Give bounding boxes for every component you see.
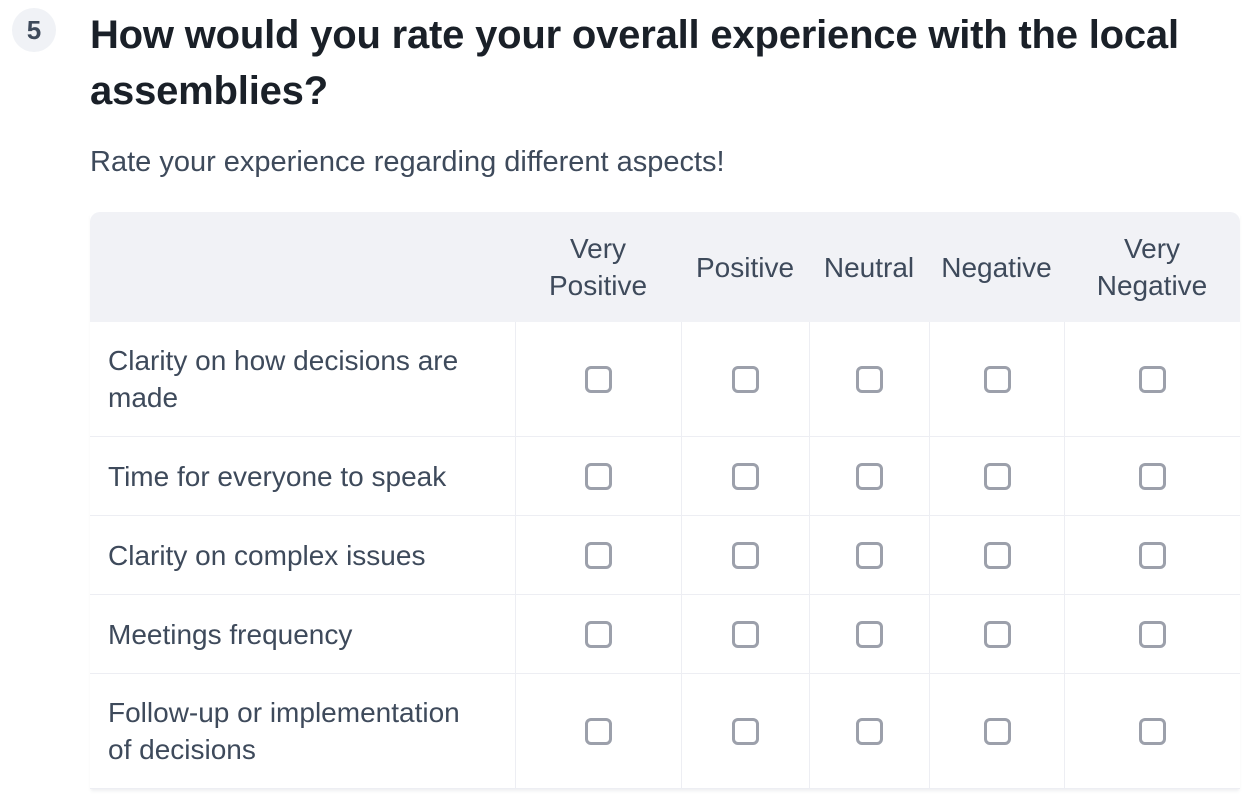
matrix-header-empty-cell	[90, 212, 515, 322]
matrix-checkbox[interactable]	[983, 717, 1011, 745]
matrix-column-header: Neutral	[823, 251, 915, 283]
matrix-cell	[1064, 322, 1240, 436]
matrix-checkbox[interactable]	[732, 620, 759, 648]
matrix-cell	[809, 595, 929, 673]
rating-matrix: Very Positive Positive Neutral Negative Very…	[90, 212, 1240, 789]
matrix-cell	[1064, 516, 1240, 594]
matrix-checkbox[interactable]	[1139, 620, 1166, 648]
matrix-checkbox[interactable]	[585, 717, 612, 745]
matrix-cell	[929, 516, 1064, 594]
matrix-checkbox[interactable]	[732, 717, 759, 745]
matrix-checkbox[interactable]	[856, 620, 883, 648]
matrix-checkbox[interactable]	[983, 365, 1011, 393]
matrix-checkbox[interactable]	[856, 717, 883, 745]
matrix-row: Clarity on how decisions are made	[90, 322, 1240, 437]
matrix-checkbox[interactable]	[732, 365, 759, 393]
matrix-checkbox[interactable]	[1139, 717, 1166, 745]
matrix-cell	[515, 322, 681, 436]
matrix-row-label: Follow-up or implementation of decisions	[108, 697, 460, 765]
matrix-cell	[929, 595, 1064, 673]
matrix-cell	[681, 437, 809, 515]
matrix-cell	[929, 322, 1064, 436]
matrix-checkbox[interactable]	[585, 620, 612, 648]
question-title: How would you rate your overall experien…	[90, 13, 1179, 113]
matrix-row-label: Meetings frequency	[108, 618, 353, 650]
matrix-row: Time for everyone to speak	[90, 437, 1240, 516]
matrix-cell	[515, 595, 681, 673]
matrix-cell	[809, 437, 929, 515]
matrix-checkbox[interactable]	[1139, 462, 1166, 490]
matrix-checkbox[interactable]	[585, 462, 612, 490]
matrix-column-header: Very Positive	[548, 233, 648, 301]
question-subtitle: Rate your experience regarding different…	[90, 146, 725, 178]
matrix-column-header: Very Negative	[1096, 233, 1208, 301]
matrix-cell	[809, 674, 929, 788]
matrix-checkbox[interactable]	[856, 541, 883, 569]
matrix-checkbox[interactable]	[856, 365, 883, 393]
matrix-cell	[809, 322, 929, 436]
matrix-cell	[515, 674, 681, 788]
matrix-cell	[515, 516, 681, 594]
matrix-cell	[929, 674, 1064, 788]
matrix-cell	[1064, 595, 1240, 673]
matrix-cell	[681, 595, 809, 673]
matrix-cell	[1064, 437, 1240, 515]
matrix-checkbox[interactable]	[585, 365, 612, 393]
matrix-cell	[1064, 674, 1240, 788]
matrix-row-label: Time for everyone to speak	[108, 460, 447, 492]
matrix-header-row: Very Positive Positive Neutral Negative Very…	[90, 212, 1240, 322]
matrix-cell	[681, 516, 809, 594]
matrix-checkbox[interactable]	[732, 462, 759, 490]
matrix-checkbox[interactable]	[732, 541, 759, 569]
matrix-body: Clarity on how decisions are made Time fo…	[90, 322, 1240, 789]
matrix-row-label: Clarity on how decisions are made	[108, 345, 459, 413]
matrix-row: Meetings frequency	[90, 595, 1240, 674]
matrix-column-header: Positive	[695, 251, 795, 283]
matrix-checkbox[interactable]	[983, 462, 1011, 490]
matrix-cell	[681, 322, 809, 436]
matrix-cell	[809, 516, 929, 594]
question-number-badge: 5	[12, 8, 56, 52]
matrix-checkbox[interactable]	[1139, 541, 1166, 569]
matrix-row-label: Clarity on complex issues	[108, 539, 426, 571]
matrix-checkbox[interactable]	[856, 462, 883, 490]
matrix-checkbox[interactable]	[983, 620, 1011, 648]
matrix-row: Clarity on complex issues	[90, 516, 1240, 595]
matrix-checkbox[interactable]	[983, 541, 1011, 569]
matrix-cell	[929, 437, 1064, 515]
matrix-cell	[681, 674, 809, 788]
question-content: How would you rate your overall experien…	[90, 0, 1240, 789]
matrix-cell	[515, 437, 681, 515]
matrix-checkbox[interactable]	[1139, 365, 1166, 393]
matrix-column-header: Negative	[941, 251, 1052, 283]
matrix-checkbox[interactable]	[585, 541, 612, 569]
matrix-row: Follow-up or implementation of decisions	[90, 674, 1240, 789]
